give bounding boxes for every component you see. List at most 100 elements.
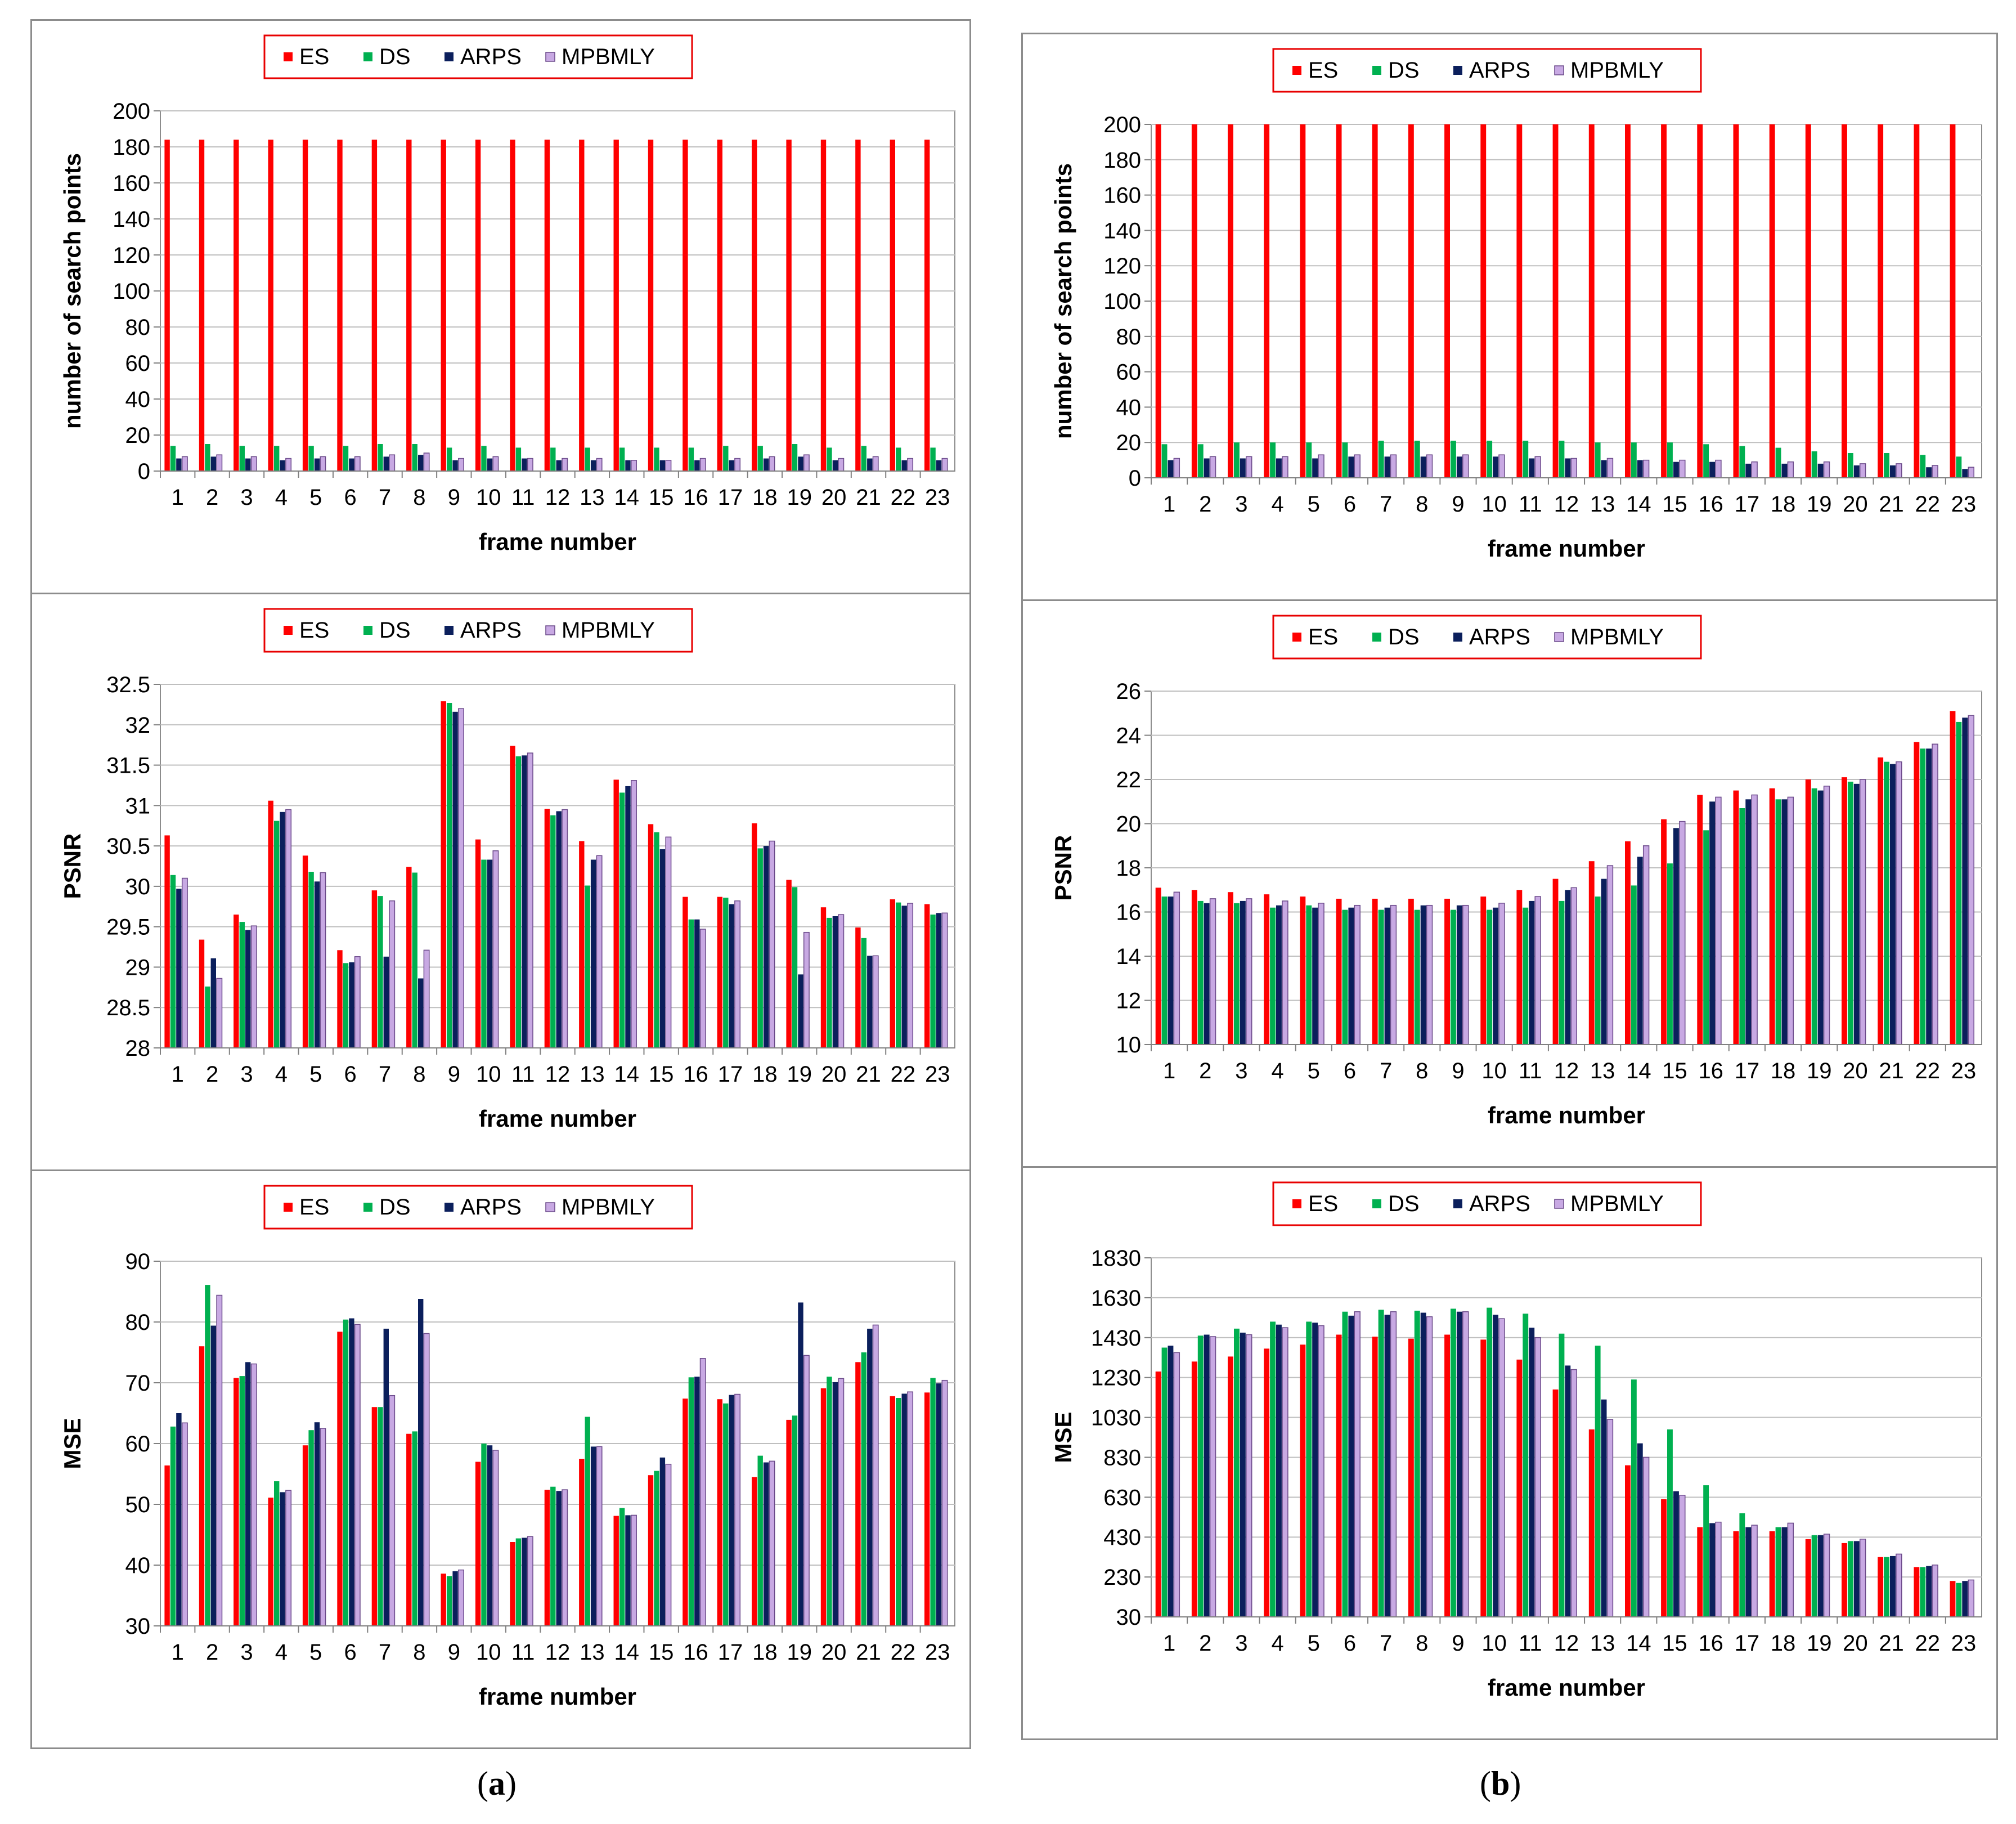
bar-es-frame-10 [475, 140, 481, 471]
bar-mpbmly-frame-15 [1679, 459, 1686, 478]
bar-arps-frame-1 [176, 889, 182, 1048]
bar-arps-frame-22 [1926, 1566, 1932, 1617]
y-tick-label: 24 [1116, 724, 1142, 749]
y-tick-label: 630 [1103, 1485, 1141, 1510]
y-tick-label: 30 [125, 875, 151, 899]
bar-ds-frame-6 [1342, 442, 1348, 478]
bar-ds-frame-6 [1342, 1311, 1348, 1617]
x-tick-label: 22 [891, 485, 916, 510]
bar-mpbmly-frame-13 [596, 458, 603, 472]
bar-mpbmly-frame-8 [423, 452, 430, 472]
bar-ds-frame-20 [827, 1377, 832, 1626]
bar-mpbmly-frame-20 [838, 1378, 845, 1626]
bar-mpbmly-frame-9 [1462, 904, 1469, 1045]
bar-arps-frame-3 [1240, 1332, 1246, 1617]
y-tick-label: 20 [125, 423, 151, 448]
x-tick-label: 8 [1416, 1631, 1428, 1656]
bar-arps-frame-5 [314, 881, 320, 1048]
bar-ds-frame-2 [1197, 444, 1204, 478]
bar-mpbmly-frame-1 [181, 1422, 188, 1626]
bar-es-frame-10 [1480, 897, 1487, 1045]
chart-svg: ES DS ARPS MPBMLY02040608010012014016018020… [59, 34, 955, 555]
x-tick-label: 16 [1698, 1631, 1723, 1656]
bar-ds-frame-17 [1739, 808, 1745, 1045]
legend-swatch-ds [1372, 1199, 1381, 1208]
x-tick-label: 13 [1590, 1631, 1615, 1656]
bar-mpbmly-frame-1 [1173, 1352, 1180, 1617]
y-tick-label: 31 [125, 794, 151, 818]
legend-swatch-es [284, 626, 293, 635]
bar-mpbmly-frame-21 [872, 1324, 879, 1626]
y-tick-label: 18 [1116, 856, 1142, 881]
bar-ds-frame-11 [515, 756, 522, 1048]
y-tick-label: 50 [125, 1493, 151, 1517]
bar-es-frame-7 [1372, 898, 1378, 1045]
legend-label-ds: DS [379, 618, 411, 643]
bar-ds-frame-22 [1920, 1567, 1926, 1617]
y-tick-label: 16 [1116, 900, 1142, 925]
bar-mpbmly-frame-6 [1354, 1311, 1361, 1617]
legend-label-es: ES [1308, 625, 1338, 649]
bar-es-frame-17 [717, 140, 722, 471]
bar-arps-frame-15 [1673, 828, 1679, 1045]
bar-ds-frame-18 [757, 848, 763, 1048]
bar-ds-frame-23 [1956, 1583, 1962, 1617]
bar-mpbmly-frame-7 [1390, 1311, 1397, 1617]
bar-arps-frame-8 [1420, 1312, 1426, 1617]
bar-arps-frame-21 [1890, 1556, 1896, 1617]
bar-ds-frame-9 [1451, 909, 1456, 1045]
bar-ds-frame-14 [1631, 1379, 1637, 1617]
x-tick-label: 19 [1807, 1059, 1832, 1083]
bar-ds-frame-19 [1811, 788, 1817, 1045]
bar-arps-frame-5 [1312, 907, 1318, 1045]
bar-es-frame-21 [1878, 124, 1884, 478]
x-tick-label: 18 [752, 1062, 778, 1087]
bar-arps-frame-14 [1637, 857, 1643, 1045]
bar-es-frame-20 [820, 907, 827, 1048]
bar-ds-frame-11 [515, 1538, 522, 1626]
x-tick-label: 18 [752, 485, 778, 510]
bar-es-frame-9 [441, 140, 446, 471]
x-tick-label: 2 [1199, 492, 1211, 517]
x-tick-label: 16 [1698, 1059, 1723, 1083]
bar-es-frame-8 [406, 140, 412, 471]
y-tick-label: 29 [125, 955, 151, 980]
bar-ds-frame-17 [723, 446, 729, 471]
y-tick-label: 120 [113, 243, 150, 268]
chart-panel-b-mse: ES DS ARPS MPBMLY 30 230 430 630 830 1030 1230 1430… [1021, 1166, 1998, 1740]
y-tick-label: 80 [125, 1310, 151, 1335]
bar-arps-frame-12 [1565, 890, 1571, 1045]
bar-mpbmly-frame-13 [1606, 865, 1614, 1045]
bar-arps-frame-19 [1817, 1535, 1824, 1617]
bar-arps-frame-1 [1168, 460, 1174, 478]
bar-es-frame-1 [1155, 1372, 1161, 1617]
bar-arps-frame-9 [452, 460, 458, 471]
bar-arps-frame-1 [176, 1413, 182, 1626]
bar-arps-frame-18 [1781, 463, 1788, 478]
legend-swatch-es [284, 1203, 293, 1212]
y-tick-label: 1830 [1091, 1246, 1141, 1271]
bar-mpbmly-frame-2 [1209, 456, 1216, 478]
x-tick-label: 18 [1771, 492, 1796, 517]
bar-ds-frame-7 [378, 896, 383, 1048]
legend-swatch-es [1292, 1199, 1301, 1208]
bar-ds-frame-14 [619, 1508, 625, 1626]
bar-arps-frame-16 [1709, 461, 1715, 478]
bar-es-frame-14 [1625, 1465, 1631, 1617]
bar-ds-frame-22 [896, 902, 901, 1048]
x-tick-label: 15 [649, 485, 674, 510]
bar-ds-frame-10 [1487, 441, 1493, 478]
bar-es-frame-2 [1191, 890, 1197, 1045]
bar-ds-frame-23 [930, 1378, 936, 1626]
bar-arps-frame-3 [245, 458, 251, 471]
bar-es-frame-16 [1697, 795, 1703, 1045]
x-tick-label: 23 [925, 1640, 950, 1665]
x-tick-label: 7 [379, 1062, 391, 1087]
bar-arps-frame-20 [1853, 1541, 1860, 1617]
bar-mpbmly-frame-19 [1823, 786, 1830, 1045]
bar-ds-frame-9 [1451, 441, 1456, 478]
bar-es-frame-23 [1950, 711, 1956, 1045]
bar-es-frame-14 [1625, 841, 1631, 1045]
y-tick-label: 30 [125, 1614, 151, 1639]
caption-b-open: ( [1480, 1765, 1491, 1802]
